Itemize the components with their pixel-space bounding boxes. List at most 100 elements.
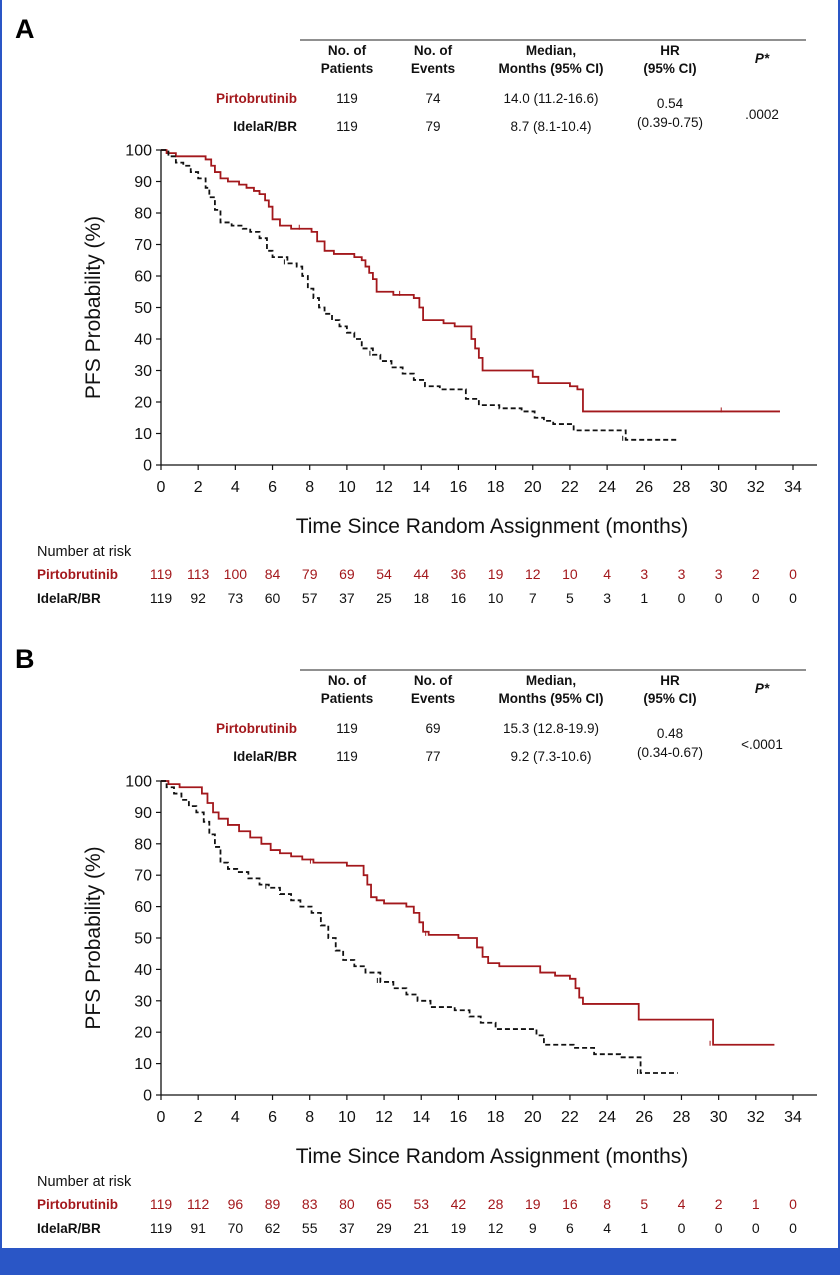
x-tick-label: 18 — [487, 479, 505, 496]
table-events: 79 — [425, 119, 440, 134]
risk-count: 69 — [339, 566, 355, 582]
x-tick-label: 22 — [561, 1109, 579, 1126]
y-tick-label: 30 — [134, 993, 152, 1010]
risk-count: 57 — [302, 590, 318, 606]
risk-count: 5 — [640, 1196, 648, 1212]
x-tick-label: 2 — [194, 1109, 203, 1126]
risk-count: 119 — [150, 1196, 173, 1212]
x-tick-label: 18 — [487, 1109, 505, 1126]
risk-arm-label: IdelaR/BR — [37, 591, 101, 606]
header-hr-line1: HR — [660, 673, 680, 688]
risk-count: 79 — [302, 566, 318, 582]
table-hr-ci: (0.39-0.75) — [637, 115, 703, 130]
risk-count: 80 — [339, 1196, 355, 1212]
risk-count: 16 — [451, 590, 467, 606]
x-tick-label: 28 — [673, 1109, 691, 1126]
risk-count: 25 — [376, 590, 392, 606]
header-patients-line1: No. of — [328, 673, 367, 688]
x-tick-label: 0 — [157, 479, 166, 496]
x-tick-label: 8 — [305, 1109, 314, 1126]
risk-count: 18 — [413, 590, 429, 606]
table-hr: 0.54 — [657, 96, 684, 111]
risk-count: 0 — [789, 1220, 797, 1236]
risk-count: 62 — [265, 1220, 281, 1236]
y-tick-label: 80 — [134, 836, 152, 853]
y-tick-label: 90 — [134, 805, 152, 822]
header-hr-line2: (95% CI) — [643, 691, 696, 706]
risk-table-header: Number at risk — [37, 1174, 132, 1190]
x-tick-label: 34 — [784, 479, 802, 496]
x-tick-label: 10 — [338, 479, 356, 496]
risk-count: 37 — [339, 590, 355, 606]
table-median: 8.7 (8.1-10.4) — [510, 119, 591, 134]
km-curve-pirtobrutinib — [161, 780, 775, 1046]
table-events: 74 — [425, 91, 441, 106]
table-arm-label: IdelaR/BR — [233, 119, 297, 134]
risk-count: 3 — [678, 566, 686, 582]
risk-count: 8 — [603, 1196, 611, 1212]
risk-count: 119 — [150, 1220, 173, 1236]
y-tick-label: 60 — [134, 899, 152, 916]
figure-frame — [2, 0, 838, 1248]
risk-count: 5 — [566, 590, 574, 606]
risk-count: 119 — [150, 566, 173, 582]
x-tick-label: 4 — [231, 1109, 240, 1126]
risk-count: 0 — [715, 590, 723, 606]
risk-count: 10 — [488, 590, 504, 606]
risk-count: 55 — [302, 1220, 318, 1236]
x-tick-label: 6 — [268, 479, 277, 496]
y-tick-label: 0 — [143, 1088, 152, 1105]
risk-count: 3 — [715, 566, 723, 582]
risk-count: 36 — [451, 566, 467, 582]
x-tick-label: 16 — [450, 1109, 468, 1126]
risk-count: 0 — [752, 590, 760, 606]
km-curve-idelar-br — [161, 780, 678, 1074]
risk-count: 53 — [413, 1196, 429, 1212]
risk-count: 12 — [525, 566, 541, 582]
x-tick-label: 14 — [412, 1109, 430, 1126]
y-tick-label: 20 — [134, 1025, 152, 1042]
x-tick-label: 34 — [784, 1109, 802, 1126]
risk-count: 65 — [376, 1196, 392, 1212]
header-hr-line2: (95% CI) — [643, 61, 696, 76]
risk-count: 0 — [678, 1220, 686, 1236]
panel-letter: B — [15, 644, 35, 674]
y-tick-label: 80 — [134, 206, 152, 223]
header-events-line1: No. of — [414, 673, 453, 688]
bottom-bar — [0, 1248, 840, 1275]
y-tick-label: 10 — [134, 1056, 152, 1073]
table-arm-label: Pirtobrutinib — [216, 91, 297, 106]
risk-count: 7 — [529, 590, 537, 606]
table-events: 77 — [425, 749, 440, 764]
table-hr: 0.48 — [657, 726, 683, 741]
x-tick-label: 20 — [524, 1109, 542, 1126]
y-tick-label: 50 — [134, 300, 152, 317]
risk-count: 29 — [376, 1220, 392, 1236]
x-tick-label: 30 — [710, 479, 728, 496]
risk-count: 16 — [562, 1196, 578, 1212]
risk-count: 96 — [228, 1196, 244, 1212]
risk-count: 28 — [488, 1196, 504, 1212]
risk-count: 19 — [451, 1220, 467, 1236]
x-tick-label: 4 — [231, 479, 240, 496]
risk-count: 2 — [715, 1196, 723, 1212]
risk-count: 92 — [190, 590, 206, 606]
panel-A: A No. of Patients No. of Events Median, Months… — [15, 14, 817, 606]
y-axis-label: PFS Probability (%) — [82, 216, 105, 399]
risk-count: 73 — [228, 590, 244, 606]
risk-count: 21 — [413, 1220, 429, 1236]
x-tick-label: 10 — [338, 1109, 356, 1126]
risk-count: 1 — [640, 1220, 648, 1236]
header-events-line1: No. of — [414, 43, 453, 58]
table-patients: 119 — [336, 119, 358, 134]
y-tick-label: 50 — [134, 931, 152, 948]
x-tick-label: 30 — [710, 1109, 728, 1126]
header-patients-line2: Patients — [321, 61, 374, 76]
risk-count: 44 — [413, 566, 429, 582]
x-tick-label: 0 — [157, 1109, 166, 1126]
panel-letter: A — [15, 14, 35, 44]
risk-count: 4 — [678, 1196, 686, 1212]
table-p-value: <.0001 — [741, 737, 783, 752]
table-arm-label: Pirtobrutinib — [216, 721, 297, 736]
